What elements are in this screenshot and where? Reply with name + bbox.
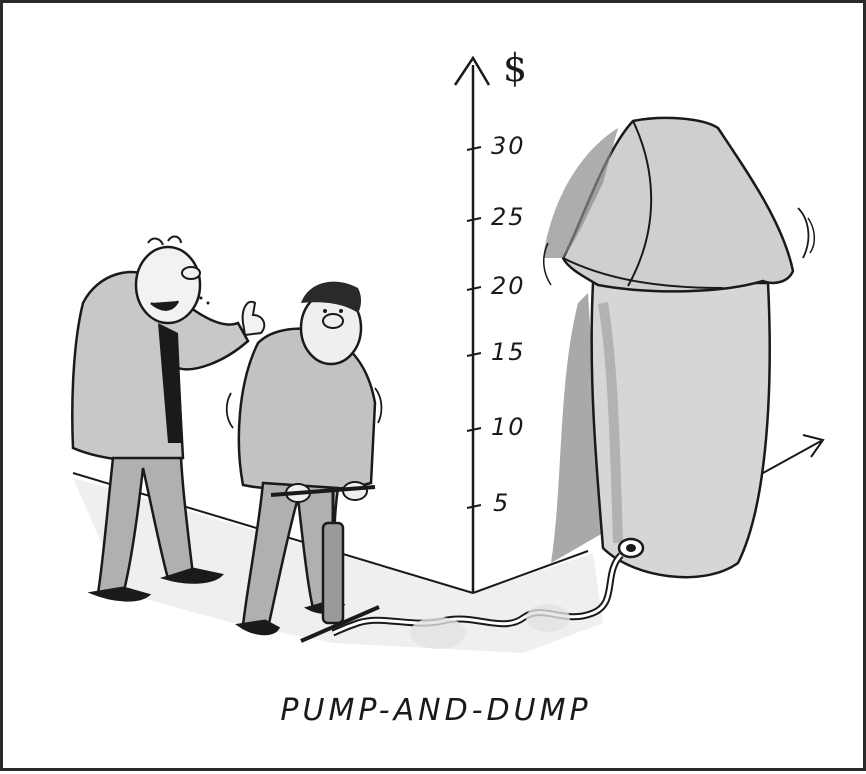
man-thumbs-up [71, 235, 266, 602]
cartoon-illustration: $ 5 10 15 20 25 30 [71, 46, 825, 653]
pump-hose [331, 537, 645, 649]
cartoon-caption: PUMP-AND-DUMP [280, 693, 592, 728]
floor-line-right [472, 550, 589, 594]
y-tick-25: 25 [491, 203, 526, 231]
y-tick-10: 10 [491, 413, 526, 441]
y-tick-30: 30 [491, 132, 526, 160]
dollar-sign: $ [503, 46, 527, 90]
inflatable-arrow [543, 116, 816, 579]
y-tick-15: 15 [491, 338, 526, 366]
y-tick-5: 5 [493, 489, 510, 517]
air-pump [270, 485, 380, 643]
y-tick-20: 20 [491, 272, 526, 300]
y-axis: $ 5 10 15 20 25 30 [453, 46, 527, 593]
x-axis-arrow [762, 434, 825, 474]
